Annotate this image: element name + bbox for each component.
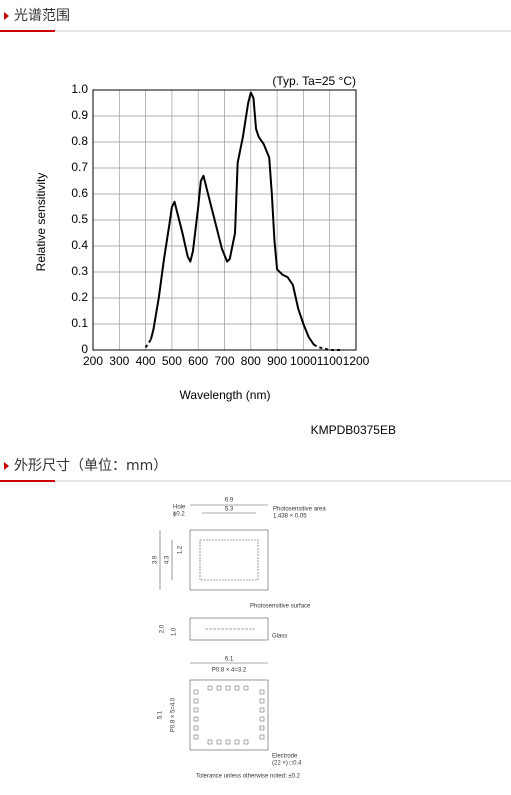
series-line	[149, 91, 315, 346]
section-marker	[4, 12, 9, 20]
y-tick-label: 0.1	[71, 316, 88, 330]
pad	[225, 685, 231, 691]
dim-text: 1.0	[172, 627, 178, 636]
y-tick-label: 0.5	[71, 212, 88, 226]
pad	[193, 734, 199, 740]
series-line	[144, 339, 343, 351]
y-tick-label: 0.2	[71, 290, 88, 304]
dim-text: 1.438 × 0.05	[273, 514, 307, 520]
y-tick-label: 0.7	[71, 160, 88, 174]
x-tick-label: 300	[109, 354, 129, 368]
dim-text: 2.0	[160, 624, 166, 633]
y-tick-label: 0.8	[71, 134, 88, 148]
pad	[193, 725, 199, 731]
pad	[193, 716, 199, 722]
y-tick-label: 0.4	[71, 238, 88, 252]
section-title: 光谱范围	[14, 7, 70, 24]
pad	[234, 739, 240, 745]
pad	[259, 734, 265, 740]
x-tick-label: 600	[188, 354, 208, 368]
dim-text: 5.3	[225, 507, 234, 513]
cavity	[199, 539, 259, 581]
pad	[216, 739, 222, 745]
plot-frame	[92, 89, 357, 351]
x-tick-label: 500	[162, 354, 182, 368]
pad	[259, 689, 265, 695]
y-tick-label: 0.6	[71, 186, 88, 200]
dim-text: 5.1	[158, 710, 164, 719]
x-tick-label: 1000	[290, 354, 317, 368]
package-bottom	[189, 679, 269, 751]
pad	[193, 698, 199, 704]
pad	[259, 716, 265, 722]
dim-text: P0.8 × 5=4.0	[171, 697, 177, 732]
dim-text: P0.8 × 4=3.2	[212, 668, 247, 674]
x-tick-label: 700	[214, 354, 234, 368]
dim-text: 6.9	[225, 498, 234, 504]
y-tick-label: 0	[81, 342, 88, 356]
dim-text: Photosensitive area	[273, 507, 326, 513]
dim-text: 1.2	[178, 545, 184, 554]
pad	[207, 685, 213, 691]
x-tick-label: 1200	[343, 354, 370, 368]
pad	[243, 739, 249, 745]
pad	[259, 725, 265, 731]
tolerance-note: Tolerance unless otherwise noted: ±0.2	[196, 774, 301, 780]
dim-text: ϕ0.2	[173, 512, 185, 518]
x-tick-label: 200	[83, 354, 103, 368]
dim-text: Glass	[272, 634, 287, 640]
pad	[207, 739, 213, 745]
annotation: (Typ. Ta=25 °C)	[272, 74, 356, 88]
dim-text: 3.9	[153, 555, 159, 564]
dim-text: Hole	[173, 505, 186, 511]
pad	[234, 685, 240, 691]
pad	[259, 698, 265, 704]
x-tick-label: 900	[267, 354, 287, 368]
pad	[216, 685, 222, 691]
pad	[193, 689, 199, 695]
dim-text: Electrode	[272, 754, 298, 760]
section-title: 外形尺寸（单位：mm）	[14, 458, 167, 474]
chart-code: KMPDB0375EB	[311, 423, 396, 437]
package-side	[189, 617, 269, 641]
dimension-drawing: 6.9 5.3 Hole ϕ0.2 Photosensitive area 1.…	[153, 498, 327, 780]
pad	[243, 685, 249, 691]
dim-text: 6.1	[225, 657, 234, 663]
section-marker	[4, 462, 9, 470]
x-axis-label: Wavelength (nm)	[180, 388, 271, 402]
y-axis-label: Relative sensitivity	[34, 173, 48, 272]
x-tick-label: 1100	[317, 354, 343, 368]
pad	[193, 707, 199, 713]
y-tick-label: 0.9	[71, 108, 88, 122]
y-tick-label: 0.3	[71, 264, 88, 278]
dim-text: 4.3	[165, 555, 171, 564]
pad	[259, 707, 265, 713]
dim-text: Photosensitive surface	[250, 604, 311, 610]
x-tick-label: 400	[136, 354, 156, 368]
y-tick-label: 1.0	[71, 82, 88, 96]
dim-text: (22 ×) □0.4	[272, 761, 302, 767]
package-top	[189, 529, 269, 591]
pad	[225, 739, 231, 745]
x-tick-label: 800	[241, 354, 261, 368]
